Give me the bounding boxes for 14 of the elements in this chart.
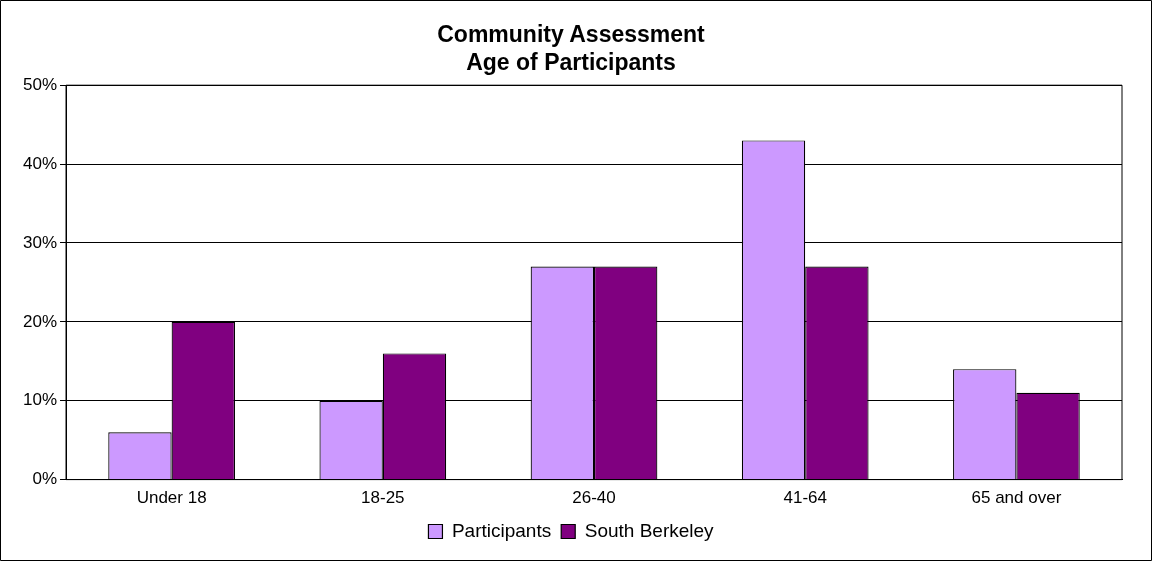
y-tick-label: 50% <box>22 74 58 94</box>
legend-label: Participants <box>451 519 552 541</box>
x-tick-label: 26-40 <box>572 488 616 508</box>
x-tick-label: 18-25 <box>361 488 405 508</box>
y-tick-label: 20% <box>22 311 58 331</box>
x-tick-label: 65 and over <box>971 488 1062 508</box>
chart-title: Community Assessment Age of Participants <box>437 21 706 75</box>
y-tick-label: 40% <box>22 153 58 173</box>
y-tick-label: 10% <box>22 390 58 410</box>
x-tick-label: Under 18 <box>136 488 207 508</box>
y-tick-label: 30% <box>22 232 58 252</box>
legend-label: South Berkeley <box>584 519 715 541</box>
x-tick-label: 41-64 <box>783 488 827 508</box>
y-tick-label: 0% <box>32 469 58 489</box>
